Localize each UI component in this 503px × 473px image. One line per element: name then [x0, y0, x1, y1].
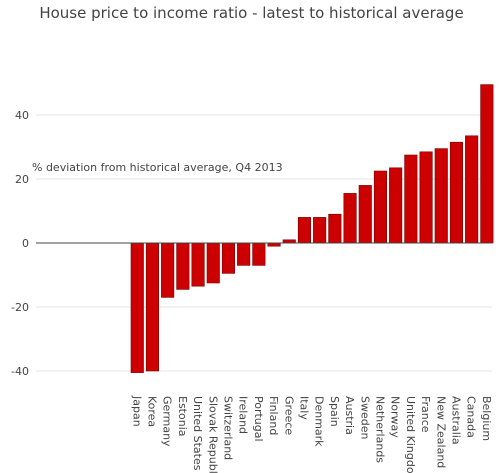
y-tick-label: -40 — [11, 365, 29, 378]
x-tick-label: United States — [191, 396, 204, 471]
x-tick-label: Canada — [465, 396, 478, 438]
y-tick-label: -20 — [11, 301, 29, 314]
x-tick-label: Germany — [161, 396, 174, 447]
x-tick-label: Norway — [389, 396, 402, 438]
bar — [373, 170, 388, 244]
y-tick-label: 0 — [22, 237, 29, 250]
bar — [404, 154, 418, 244]
x-tick-label: Estonia — [176, 396, 189, 437]
x-tick-label: Sweden — [358, 396, 371, 439]
x-tick-label: Netherlands — [373, 396, 386, 463]
bar — [434, 148, 448, 244]
bar — [176, 242, 190, 290]
x-tick-label: Spain — [328, 396, 341, 427]
x-tick-label: Ireland — [237, 396, 250, 434]
y-tick-label: 40 — [15, 109, 29, 122]
bar — [389, 167, 403, 244]
bar — [313, 217, 327, 244]
bar — [206, 242, 220, 284]
bar — [252, 242, 266, 266]
bar — [419, 151, 433, 244]
bar — [145, 242, 159, 372]
chart-title: House price to income ratio - latest to … — [39, 4, 464, 22]
bar — [130, 242, 144, 373]
x-tick-label: Denmark — [313, 396, 326, 447]
bar — [480, 84, 494, 244]
bar — [297, 217, 312, 244]
x-tick-label: Italy — [297, 396, 310, 420]
bar — [449, 141, 464, 244]
x-tick-label: Belgium — [480, 396, 493, 441]
chart-annotation: % deviation from historical average, Q4 … — [32, 161, 283, 174]
bar — [465, 135, 479, 244]
bar — [221, 242, 235, 274]
x-tick-label: France — [419, 396, 432, 433]
x-tick-label: Slovak Republic — [206, 396, 219, 473]
x-tick-label: Finland — [267, 396, 280, 435]
bar — [328, 213, 342, 244]
x-tick-label: United Kingdom — [404, 396, 417, 473]
x-tick-label: Switzerland — [221, 396, 234, 460]
x-tick-label: Austria — [343, 396, 356, 435]
y-tick-label: 20 — [15, 173, 29, 186]
x-tick-label: Japan — [130, 395, 143, 427]
bar — [191, 242, 205, 287]
bar — [358, 185, 372, 244]
x-tick-label: New Zealand — [434, 396, 447, 468]
x-tick-label: Korea — [145, 396, 158, 427]
x-tick-label: Portugal — [252, 396, 265, 442]
bar — [237, 242, 251, 266]
bar — [343, 193, 357, 244]
x-tick-label: Greece — [282, 396, 295, 435]
bar — [161, 242, 175, 298]
x-tick-label: Australia — [449, 396, 462, 445]
